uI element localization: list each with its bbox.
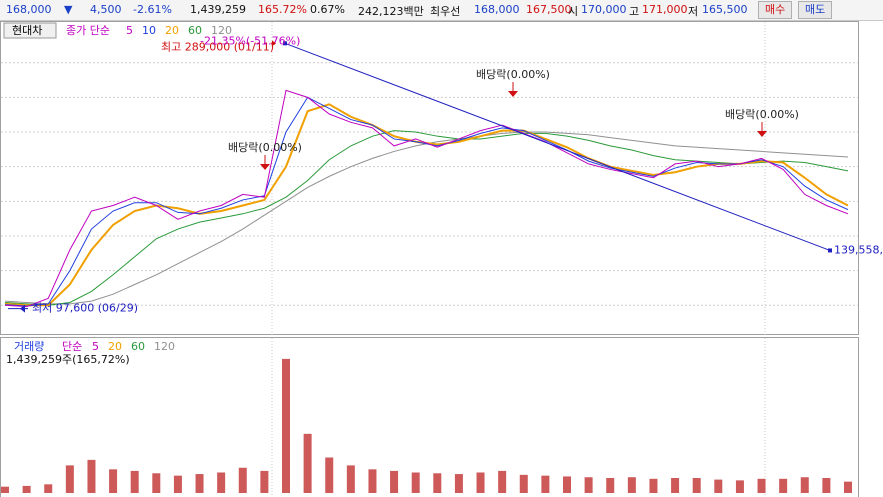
best-label: 최우선 <box>430 5 461 18</box>
dividend-label: 배당락(0.00%) <box>725 108 799 121</box>
change-pct: -2.61% <box>133 3 172 16</box>
volume-bar <box>260 470 269 493</box>
volume-bar <box>800 477 809 493</box>
change-note: -21.35%(-51.76%) <box>200 34 300 47</box>
low-label: 최저 97,600 (06/29) <box>32 302 138 315</box>
volume-bar <box>822 478 831 493</box>
legend-entry: 60 <box>131 340 145 353</box>
volume-bar <box>779 478 788 493</box>
turnover: 0.67% <box>310 3 345 16</box>
open-label: 시 <box>568 5 579 18</box>
legend-prefix: 종가 단순 <box>66 24 110 37</box>
volume-bar <box>606 478 615 493</box>
legend-entry: 10 <box>142 24 156 37</box>
volume-title: 거래량 <box>14 340 44 353</box>
price-panel <box>0 21 859 335</box>
legend-entry: 60 <box>188 24 202 37</box>
volume-bar <box>368 469 377 493</box>
ask: 168,000 <box>474 3 520 16</box>
legend-entry: 20 <box>165 24 179 37</box>
legend-entry: 5 <box>126 24 133 37</box>
dividend-label: 배당락(0.00%) <box>228 141 302 154</box>
volume-bar <box>195 474 204 493</box>
low: 165,500 <box>702 3 748 16</box>
volume-bar <box>411 472 420 493</box>
dividend-arrow <box>508 91 518 97</box>
volume-bar <box>173 475 182 493</box>
volume-bar <box>519 474 528 493</box>
high-label: 고 <box>629 5 640 18</box>
volume-bar <box>1 486 9 493</box>
volume-bar <box>454 474 463 493</box>
legend-entry: 5 <box>92 340 99 353</box>
trend-handle <box>828 248 832 253</box>
volume-bar <box>476 472 485 493</box>
volume-bar <box>390 470 399 493</box>
dividend-label: 배당락(0.00%) <box>476 68 550 81</box>
ma-line <box>4 130 849 306</box>
volume-bar <box>433 473 442 493</box>
sell-button[interactable]: 매도 <box>798 1 833 19</box>
volume-bar <box>649 478 658 493</box>
arrow: ▼ <box>64 3 73 16</box>
high-arrow <box>272 40 276 47</box>
volume-bar <box>844 481 852 493</box>
open: 170,000 <box>581 3 627 16</box>
volume-bar <box>238 467 247 493</box>
trend-handle <box>283 41 287 46</box>
volume-bar <box>584 477 593 493</box>
change: 4,500 <box>90 3 122 16</box>
chart: 139,558, 최고 289,000 (01/11)-21.35%(-51.76… <box>0 21 883 497</box>
volume-bar <box>282 358 290 493</box>
volume-bar <box>109 469 118 493</box>
volume-bar <box>152 473 161 493</box>
volume-bar <box>541 475 550 493</box>
volume-bar <box>346 465 355 493</box>
high-label: 최고 289,000 (01/11) <box>161 40 274 53</box>
legend-entry: 20 <box>108 340 122 353</box>
volume-bar <box>303 433 312 493</box>
amount: 242,123백만 <box>358 5 424 18</box>
volume-ratio: 165.72% <box>258 3 307 16</box>
volume: 1,439,259 <box>190 3 246 16</box>
volume-current: 1,439,259주(165,72%) <box>6 353 130 366</box>
low-arrow <box>20 304 25 313</box>
volume-bar <box>498 470 507 493</box>
ma-line <box>4 89 849 308</box>
volume-bar <box>130 470 139 493</box>
volume-bar <box>671 478 680 493</box>
dividend-arrow <box>757 131 767 137</box>
trend-line <box>284 42 831 251</box>
stock-box <box>3 22 57 39</box>
volume-bar <box>217 472 226 493</box>
toolbar: 168,000 ▼ 4,500 -2.61% 1,439,259 165.72%… <box>0 0 883 21</box>
legend-entry: 120 <box>154 340 175 353</box>
volume-bar <box>757 478 766 493</box>
volume-bar <box>735 480 744 493</box>
price: 168,000 <box>6 3 52 16</box>
ma-line <box>4 96 849 307</box>
buy-button[interactable]: 매수 <box>758 1 793 19</box>
low-label: 저 <box>688 5 699 18</box>
volume-bar <box>714 479 723 493</box>
volume-prefix: 단순 <box>62 340 82 353</box>
volume-bar <box>22 485 31 493</box>
stock-name: 현대차 <box>12 24 42 37</box>
volume-panel <box>0 337 859 497</box>
volume-bar <box>563 476 571 493</box>
legend-entry: 120 <box>211 24 232 37</box>
volume-bar <box>325 457 334 493</box>
volume-bar <box>87 459 96 493</box>
bid: 167,500 <box>526 3 572 16</box>
trend-label: 139,558, <box>834 243 883 256</box>
high: 171,000 <box>642 3 688 16</box>
volume-bar <box>692 478 701 493</box>
volume-bar <box>627 477 636 493</box>
volume-bar <box>44 484 53 493</box>
volume-bar <box>65 465 74 493</box>
dividend-arrow <box>260 164 270 170</box>
